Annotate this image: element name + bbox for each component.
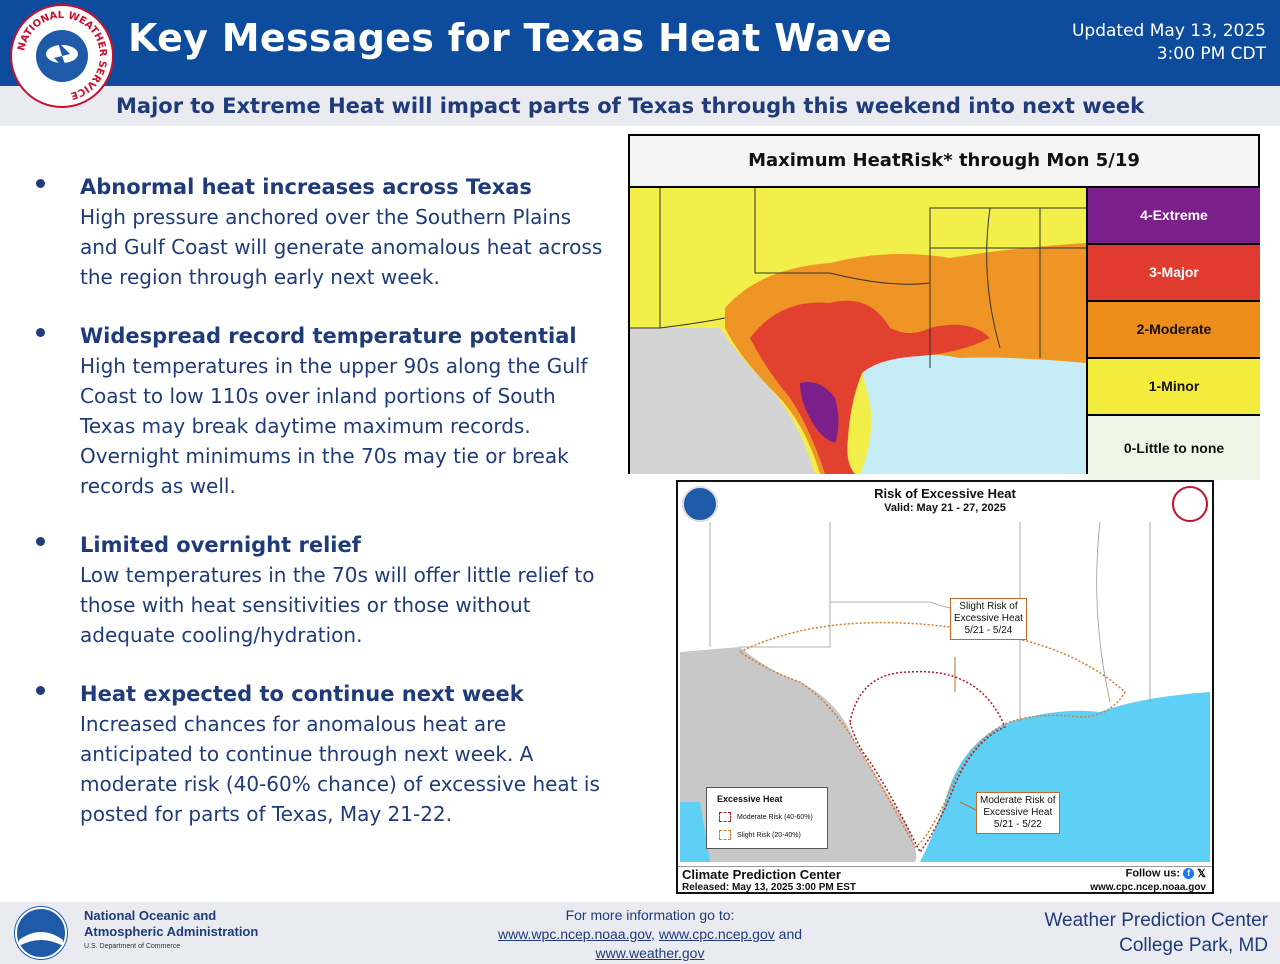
and-text: and <box>778 926 803 942</box>
slight-swatch <box>719 830 731 840</box>
heatrisk-legend-moderate: 2-Moderate <box>1088 302 1260 359</box>
cpc-link[interactable]: www.cpc.ncep.gov <box>658 926 775 942</box>
cpc-footer: Climate Prediction Center Released: May … <box>678 866 1212 893</box>
callout-line: 5/21 - 5/24 <box>964 625 1013 636</box>
legend-label: Moderate Risk (40-60%) <box>737 813 813 821</box>
bullet-icon <box>36 537 45 546</box>
callout-line: Excessive Heat <box>983 807 1053 818</box>
wpc-link[interactable]: www.wpc.ncep.noaa.gov <box>497 926 652 942</box>
cpc-legend-title: Excessive Heat <box>717 794 783 804</box>
cpc-legend-slight: Slight Risk (20-40%) <box>719 830 801 840</box>
updated-date: Updated May 13, 2025 <box>1071 21 1266 41</box>
cpc-released: Released: May 13, 2025 3:00 PM EST <box>682 882 856 893</box>
bullet-icon <box>36 328 45 337</box>
key-message-item: Heat expected to continue next week Incr… <box>30 679 610 829</box>
legend-label: 2-Moderate <box>1136 321 1212 337</box>
legend-label: 4-Extreme <box>1140 207 1208 223</box>
cpc-legend: Excessive Heat Moderate Risk (40-60%) Sl… <box>706 787 828 849</box>
noaa-small-logo-icon <box>682 486 718 522</box>
key-message-item: Limited overnight relief Low temperature… <box>30 530 610 650</box>
key-message-item: Widespread record temperature potential … <box>30 321 610 501</box>
moderate-swatch <box>719 812 731 822</box>
page-title: Key Messages for Texas Heat Wave <box>128 16 893 60</box>
heatrisk-legend-minor: 1-Minor <box>1088 359 1260 416</box>
heatrisk-map <box>630 188 1086 474</box>
cpc-legend-moderate: Moderate Risk (40-60%) <box>719 812 813 822</box>
legend-label: Slight Risk (20-40%) <box>737 831 801 839</box>
callout-line: Slight Risk of <box>959 601 1018 612</box>
x-icon[interactable]: 𝕏 <box>1197 868 1206 880</box>
wpc-name: Weather Prediction Center <box>1044 910 1268 931</box>
noaa-department: U.S. Department of Commerce <box>84 943 181 950</box>
heatrisk-legend-extreme: 4-Extreme <box>1088 188 1260 245</box>
facebook-icon[interactable]: f <box>1183 868 1195 879</box>
callout-line: 5/21 - 5/22 <box>993 819 1042 830</box>
heatrisk-legend-major: 3-Major <box>1088 245 1260 302</box>
header-bar: Key Messages for Texas Heat Wave Updated… <box>0 0 1280 86</box>
noaa-logo-icon <box>14 906 68 960</box>
wpc-location: College Park, MD <box>1119 935 1268 956</box>
nws-logo-graphic: NATIONAL WEATHER SERVICE <box>16 10 108 101</box>
footer-bar: National Oceanic and Atmospheric Adminis… <box>0 902 1280 964</box>
subtitle-bar: Major to Extreme Heat will impact parts … <box>0 86 1280 126</box>
legend-label: 0-Little to none <box>1123 440 1225 456</box>
heatrisk-panel: Maximum HeatRisk* through Mon 5/19 4-Ext… <box>628 134 1260 480</box>
callout-line: Excessive Heat <box>954 613 1023 624</box>
heatrisk-legend-none: 0-Little to none <box>1088 416 1260 480</box>
key-message-title: Heat expected to continue next week <box>80 682 524 706</box>
nws-small-logo-icon <box>1172 486 1208 522</box>
updated-timestamp: Updated May 13, 2025 3:00 PM CDT <box>1072 20 1266 66</box>
bullet-icon <box>36 686 45 695</box>
cpc-risk-map <box>680 522 1210 862</box>
callout-line: Moderate Risk of <box>980 795 1056 806</box>
cpc-name: Climate Prediction Center <box>682 867 841 882</box>
weather-gov-link[interactable]: www.weather.gov <box>595 945 705 961</box>
cpc-url: www.cpc.ncep.noaa.gov <box>1090 882 1206 893</box>
key-message-text: Increased chances for anomalous heat are… <box>80 712 600 826</box>
key-message-title: Widespread record temperature potential <box>80 324 577 348</box>
noaa-name: National Oceanic and Atmospheric Adminis… <box>84 908 258 940</box>
heatrisk-legend: 4-Extreme 3-Major 2-Moderate 1-Minor 0-L… <box>1086 188 1260 480</box>
wpc-credit: Weather Prediction Center College Park, … <box>1044 908 1268 958</box>
cpc-valid-dates: Valid: May 21 - 27, 2025 <box>884 502 1006 514</box>
more-info: For more information go to: www.wpc.ncep… <box>470 906 830 963</box>
page-subtitle: Major to Extreme Heat will impact parts … <box>116 94 1145 118</box>
updated-time: 3:00 PM CDT <box>1156 44 1266 64</box>
key-messages-list: Abnormal heat increases across Texas Hig… <box>30 172 610 858</box>
bullet-icon <box>36 179 45 188</box>
slight-risk-callout: Slight Risk of Excessive Heat 5/21 - 5/2… <box>950 598 1027 640</box>
key-message-text: High temperatures in the upper 90s along… <box>80 354 588 498</box>
key-message-item: Abnormal heat increases across Texas Hig… <box>30 172 610 292</box>
key-message-text: Low temperatures in the 70s will offer l… <box>80 563 595 647</box>
more-info-label: For more information go to: <box>565 907 735 923</box>
legend-label: 3-Major <box>1149 264 1199 280</box>
nws-logo-icon: NATIONAL WEATHER SERVICE <box>10 4 114 108</box>
moderate-risk-callout: Moderate Risk of Excessive Heat 5/21 - 5… <box>976 792 1060 834</box>
key-message-title: Abnormal heat increases across Texas <box>80 175 532 199</box>
cpc-title: Risk of Excessive Heat <box>874 486 1016 501</box>
noaa-name-line: National Oceanic and <box>84 908 217 923</box>
noaa-name-line: Atmospheric Administration <box>84 924 259 939</box>
legend-label: 1-Minor <box>1148 378 1200 394</box>
heatrisk-title: Maximum HeatRisk* through Mon 5/19 <box>630 136 1258 188</box>
key-message-text: High pressure anchored over the Southern… <box>80 205 603 289</box>
cpc-excessive-heat-panel: Risk of Excessive Heat Valid: May 21 - 2… <box>676 480 1214 894</box>
cpc-follow: Follow us: f 𝕏 <box>1126 867 1206 880</box>
noaa-logo-graphic <box>15 907 67 959</box>
key-message-title: Limited overnight relief <box>80 533 361 557</box>
follow-label: Follow us: <box>1125 867 1180 880</box>
